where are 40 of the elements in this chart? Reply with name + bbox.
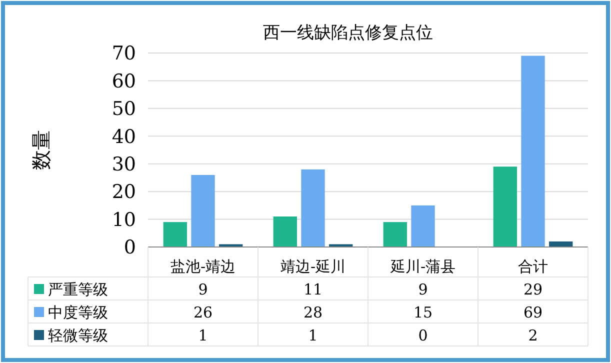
bar bbox=[549, 241, 573, 247]
y-tick-label: 10 bbox=[112, 208, 136, 231]
y-tick-label: 60 bbox=[112, 70, 136, 92]
legend-label: 中度等级 bbox=[48, 303, 108, 322]
data-label: 11 bbox=[303, 280, 323, 298]
bar bbox=[521, 56, 545, 247]
data-label: 1 bbox=[198, 326, 208, 344]
legend-label: 严重等级 bbox=[48, 280, 108, 298]
bar bbox=[273, 216, 297, 247]
x-tick-label: 靖边-延川 bbox=[280, 257, 346, 276]
y-tick-label: 40 bbox=[112, 126, 136, 148]
bar bbox=[493, 166, 517, 247]
bar bbox=[163, 222, 187, 247]
data-label: 2 bbox=[528, 326, 538, 344]
chart-title: 西一线缺陷点修复点位 bbox=[263, 23, 433, 43]
data-label: 29 bbox=[523, 280, 543, 298]
data-label: 1 bbox=[308, 326, 318, 344]
y-tick-label: 50 bbox=[112, 98, 136, 120]
bar bbox=[411, 205, 435, 247]
legend-label: 轻微等级 bbox=[48, 326, 108, 344]
bar bbox=[301, 169, 325, 247]
data-label: 26 bbox=[193, 303, 213, 322]
y-tick-label: 0 bbox=[124, 236, 136, 259]
y-tick-label: 70 bbox=[112, 42, 136, 65]
bar bbox=[191, 174, 215, 247]
x-tick-label: 盐池-靖边 bbox=[170, 257, 236, 276]
data-label: 9 bbox=[198, 280, 208, 298]
data-label: 0 bbox=[418, 326, 428, 344]
x-tick-label: 延川-蒲县 bbox=[389, 257, 456, 276]
data-label: 69 bbox=[523, 303, 543, 322]
bar bbox=[329, 244, 353, 247]
y-axis-title: 数量 bbox=[29, 130, 53, 170]
data-label: 9 bbox=[418, 280, 428, 298]
data-label: 28 bbox=[303, 303, 323, 322]
y-tick-label: 30 bbox=[112, 154, 136, 176]
bar bbox=[383, 222, 407, 247]
y-tick-label: 20 bbox=[112, 181, 136, 204]
data-label: 15 bbox=[413, 303, 433, 322]
x-tick-label: 合计 bbox=[518, 257, 548, 276]
bar bbox=[219, 244, 243, 247]
